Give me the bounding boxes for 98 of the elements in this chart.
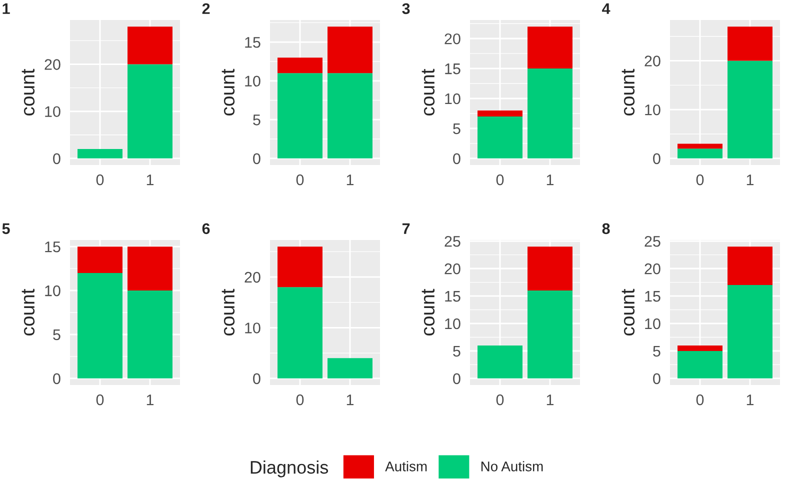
y-tick-label: 10 [645, 318, 660, 330]
bar [278, 58, 322, 74]
bar [328, 26, 372, 74]
bar [678, 148, 722, 158]
y-tick-label: 5 [453, 346, 460, 357]
y-tick-label: 5 [253, 114, 260, 126]
y-tick-label: 20 [444, 33, 460, 44]
y-tick-label: 25 [644, 236, 660, 247]
chart-title: 4 [602, 3, 610, 14]
x-tick-label: 0 [96, 394, 104, 406]
x-tick-label: 0 [696, 174, 704, 186]
x-tick-label: 0 [696, 394, 704, 406]
x-tick-label: 1 [346, 394, 354, 406]
bar [478, 345, 522, 378]
chart-title: 5 [2, 223, 10, 234]
x-tick-label: 0 [496, 394, 504, 406]
x-tick-label: 1 [346, 174, 354, 186]
bar [728, 285, 772, 378]
y-tick-label: 15 [445, 64, 460, 74]
chart-title: 6 [202, 223, 210, 234]
bar [528, 246, 572, 291]
bar [528, 68, 572, 158]
y-tick-label: 20 [244, 272, 260, 283]
legend-title: Diagnosis [250, 460, 328, 478]
legend-label: No Autism [481, 461, 543, 472]
legend-label: Autism [385, 461, 427, 472]
bar [728, 246, 772, 286]
y-tick-label: 10 [445, 318, 460, 330]
bar [278, 287, 322, 378]
bar [128, 64, 172, 158]
bar [78, 272, 122, 378]
y-tick-label: 5 [653, 346, 660, 357]
y-axis-title: count [222, 288, 235, 336]
bar [328, 358, 372, 378]
x-tick-label: 0 [96, 174, 104, 186]
bar [678, 350, 722, 378]
y-tick-label: 0 [53, 373, 60, 384]
y-tick-label: 20 [644, 263, 660, 274]
bar [278, 73, 322, 158]
y-tick-label: 10 [645, 104, 660, 116]
bar [728, 26, 772, 61]
bar [278, 246, 322, 288]
x-tick-label: 1 [746, 174, 754, 186]
x-tick-label: 0 [296, 174, 304, 186]
chart-title: 2 [202, 3, 210, 14]
x-tick-label: 0 [496, 174, 504, 186]
bar [728, 60, 772, 158]
x-tick-label: 1 [746, 394, 754, 406]
y-axis-title: count [622, 68, 635, 116]
y-tick-label: 10 [245, 76, 260, 87]
y-tick-label: 0 [453, 373, 460, 384]
y-tick-label: 10 [45, 285, 60, 296]
y-tick-label: 15 [45, 242, 60, 252]
y-axis-title: count [422, 68, 435, 116]
chart-title: 7 [402, 223, 410, 234]
y-tick-label: 0 [53, 153, 60, 164]
bar [678, 144, 722, 149]
bar [78, 246, 122, 273]
bar [678, 345, 722, 351]
y-tick-label: 0 [453, 153, 460, 164]
y-axis-title: count [422, 288, 435, 336]
y-tick-label: 20 [644, 56, 660, 66]
y-tick-label: 10 [45, 106, 60, 118]
y-tick-label: 15 [645, 291, 660, 302]
y-axis-title: count [222, 68, 235, 116]
bar [478, 116, 522, 158]
x-tick-label: 0 [296, 394, 304, 406]
bar [128, 246, 172, 291]
bar [128, 290, 172, 378]
y-tick-label: 0 [653, 373, 660, 384]
chart-title: 1 [2, 3, 10, 14]
y-tick-label: 15 [445, 291, 460, 302]
y-tick-label: 0 [253, 153, 260, 164]
y-axis-title: count [22, 68, 35, 116]
y-tick-label: 20 [44, 59, 60, 70]
y-tick-label: 10 [245, 322, 260, 334]
y-axis-title: count [622, 288, 635, 336]
y-tick-label: 0 [653, 153, 660, 164]
chart-title: 8 [602, 223, 610, 234]
y-tick-label: 25 [444, 236, 460, 247]
y-axis-title: count [22, 288, 35, 336]
chart-title: 3 [402, 3, 410, 14]
y-tick-label: 5 [453, 123, 460, 134]
x-tick-label: 1 [146, 394, 154, 406]
y-tick-label: 20 [444, 263, 460, 274]
y-tick-label: 15 [245, 37, 260, 48]
bar [78, 148, 122, 158]
bar [128, 26, 172, 64]
y-tick-label: 5 [53, 329, 60, 340]
y-tick-label: 0 [253, 373, 260, 384]
x-tick-label: 1 [146, 174, 154, 186]
x-tick-label: 1 [546, 174, 554, 186]
x-tick-label: 1 [546, 394, 554, 406]
bar [528, 290, 572, 378]
bar [478, 110, 522, 116]
bar [528, 26, 572, 69]
y-tick-label: 10 [445, 93, 460, 104]
bar [328, 73, 372, 158]
